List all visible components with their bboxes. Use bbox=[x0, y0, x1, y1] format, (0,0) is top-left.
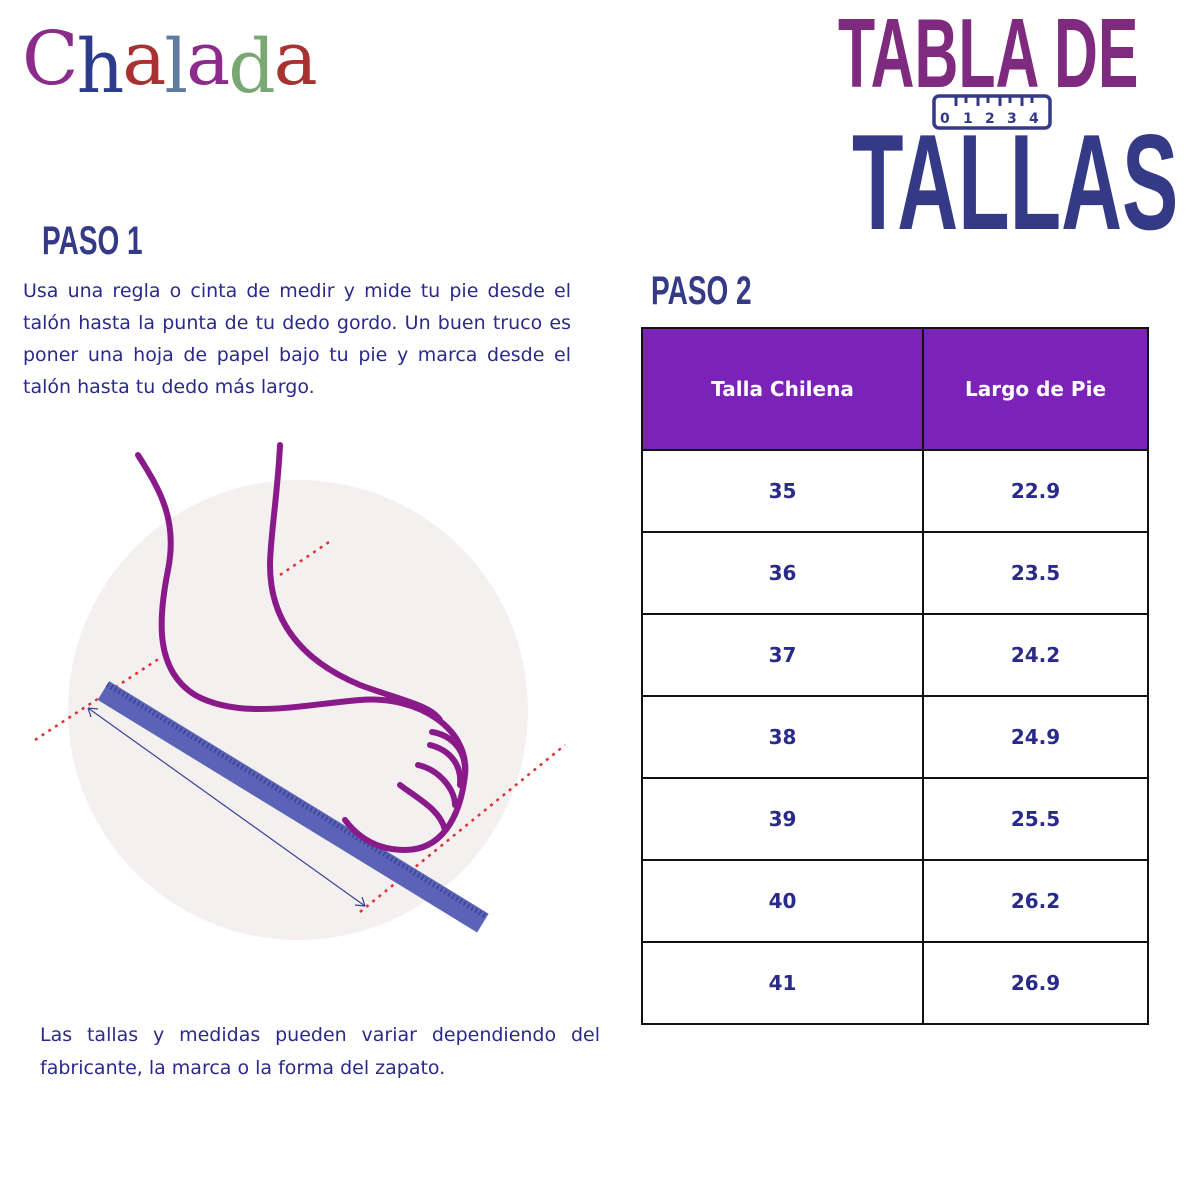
table-row: 37 24.2 bbox=[641, 613, 1149, 697]
ruler-number: 0 bbox=[940, 111, 950, 127]
table-row: 39 25.5 bbox=[641, 777, 1149, 861]
logo-letter: a bbox=[122, 16, 166, 102]
table-header-row: Talla Chilena Largo de Pie bbox=[641, 327, 1149, 451]
ruler-icon: 0 1 2 3 4 bbox=[932, 94, 1052, 130]
logo-letter: a bbox=[273, 16, 318, 102]
step-1-text: Usa una regla o cinta de medir y mide tu… bbox=[23, 280, 571, 398]
size-cell: 39 bbox=[641, 777, 924, 861]
size-cell: 40 bbox=[641, 859, 924, 943]
logo-letter: l bbox=[164, 24, 188, 110]
disclaimer-note: Las tallas y medidas pueden variar depen… bbox=[40, 1024, 600, 1079]
step-2-heading: PASO 2 bbox=[651, 269, 752, 313]
title-line-1: TABLA DE bbox=[838, 0, 1139, 108]
ruler-number: 2 bbox=[985, 111, 995, 127]
title-line-2: TALLAS bbox=[852, 106, 1179, 258]
foot-length-cell: 22.9 bbox=[922, 449, 1149, 533]
logo-letter: d bbox=[228, 24, 275, 110]
chalada-logo: Chalada bbox=[22, 16, 318, 104]
ruler-number: 3 bbox=[1007, 111, 1017, 127]
foot-length-cell: 26.9 bbox=[922, 941, 1149, 1025]
table-row: 35 22.9 bbox=[641, 449, 1149, 533]
size-cell: 38 bbox=[641, 695, 924, 779]
size-chart-title: TABLA DE 0 1 2 3 4 TALLAS bbox=[838, 0, 1178, 250]
size-cell: 41 bbox=[641, 941, 924, 1025]
table-row: 41 26.9 bbox=[641, 941, 1149, 1025]
header-talla-chilena: Talla Chilena bbox=[641, 327, 924, 451]
header-largo-de-pie: Largo de Pie bbox=[922, 327, 1149, 451]
size-cell: 36 bbox=[641, 531, 924, 615]
table-row: 38 24.9 bbox=[641, 695, 1149, 779]
step-1-heading: PASO 1 bbox=[42, 219, 143, 263]
size-table: Talla Chilena Largo de Pie 35 22.9 36 23.5 3… bbox=[641, 327, 1149, 1025]
foot-length-cell: 23.5 bbox=[922, 531, 1149, 615]
ruler-number: 1 bbox=[963, 111, 973, 127]
foot-length-cell: 24.9 bbox=[922, 695, 1149, 779]
logo-letter: h bbox=[76, 24, 125, 110]
foot-length-cell: 25.5 bbox=[922, 777, 1149, 861]
logo-letter: C bbox=[22, 16, 79, 102]
table-row: 36 23.5 bbox=[641, 531, 1149, 615]
ruler-number: 4 bbox=[1029, 111, 1039, 127]
foot-length-cell: 26.2 bbox=[922, 859, 1149, 943]
foot-measuring-illustration bbox=[34, 442, 566, 940]
table-row: 40 26.2 bbox=[641, 859, 1149, 943]
size-cell: 37 bbox=[641, 613, 924, 697]
size-cell: 35 bbox=[641, 449, 924, 533]
logo-letter: a bbox=[186, 16, 230, 102]
foot-length-cell: 24.2 bbox=[922, 613, 1149, 697]
